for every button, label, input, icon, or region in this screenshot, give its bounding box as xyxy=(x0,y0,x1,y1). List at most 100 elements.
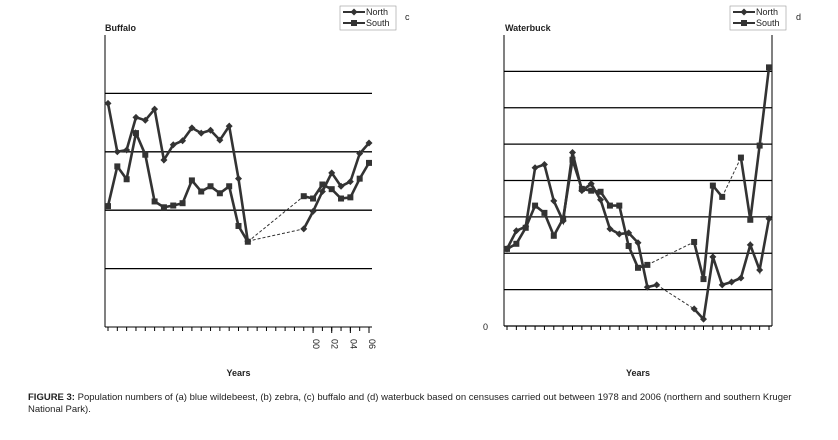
data-point xyxy=(170,202,177,209)
data-point xyxy=(197,129,205,137)
data-point xyxy=(691,238,698,245)
data-point xyxy=(653,281,661,289)
gap-connector xyxy=(247,195,305,243)
data-point xyxy=(765,215,773,223)
data-point xyxy=(337,182,345,190)
data-point xyxy=(541,209,548,216)
legend-label: North xyxy=(366,7,388,17)
data-point xyxy=(328,169,336,177)
legend-marker xyxy=(741,20,747,26)
chart-title: Waterbuck xyxy=(505,23,552,33)
legend-box xyxy=(339,5,397,31)
data-point xyxy=(635,264,641,271)
data-point xyxy=(569,148,576,156)
data-point xyxy=(719,193,726,200)
data-point xyxy=(569,156,576,163)
data-point xyxy=(346,178,354,186)
data-point xyxy=(709,253,717,261)
data-point xyxy=(700,276,707,283)
data-point xyxy=(169,141,177,149)
data-point xyxy=(132,130,139,137)
data-point xyxy=(690,305,698,313)
series-line xyxy=(106,103,370,242)
series-line xyxy=(506,67,771,280)
data-point xyxy=(746,241,754,249)
legend-marker xyxy=(350,8,358,16)
data-point xyxy=(216,190,223,197)
data-point xyxy=(309,207,317,215)
data-point xyxy=(366,159,372,166)
data-point xyxy=(235,175,242,183)
data-point xyxy=(588,187,595,194)
data-point xyxy=(578,185,585,192)
data-point xyxy=(550,232,557,239)
data-point xyxy=(560,215,567,222)
data-point xyxy=(597,188,604,195)
caption-label: FIGURE 3: xyxy=(28,392,75,403)
data-point xyxy=(179,137,187,145)
data-point xyxy=(216,136,224,144)
x-tick-label: 00 xyxy=(311,339,321,349)
data-point xyxy=(700,315,707,323)
data-point xyxy=(105,203,111,210)
data-point xyxy=(310,195,317,202)
legend-label: South xyxy=(366,18,390,28)
gap-connector xyxy=(721,157,742,198)
data-point xyxy=(356,175,363,182)
data-point xyxy=(179,200,186,207)
data-point xyxy=(365,139,373,147)
data-point xyxy=(160,156,168,164)
data-point xyxy=(587,180,595,188)
data-point xyxy=(615,230,623,238)
legend-box xyxy=(729,5,787,31)
data-point xyxy=(300,193,307,200)
data-point xyxy=(532,202,539,209)
data-point xyxy=(643,283,651,291)
data-point xyxy=(244,238,251,245)
data-point xyxy=(512,227,520,235)
data-point xyxy=(188,177,195,184)
gap-connector xyxy=(656,284,695,310)
data-point xyxy=(709,182,716,189)
data-point xyxy=(625,242,632,249)
data-point xyxy=(114,163,121,170)
data-point xyxy=(151,105,159,113)
data-point xyxy=(207,126,215,134)
data-point xyxy=(300,225,308,233)
data-point xyxy=(737,274,745,282)
panel-letter: d xyxy=(796,12,801,22)
legend-label: North xyxy=(756,7,778,17)
data-point xyxy=(766,64,772,71)
data-point xyxy=(123,176,130,183)
data-point xyxy=(132,113,140,121)
legend-marker xyxy=(740,8,748,16)
data-point xyxy=(225,122,233,130)
data-point xyxy=(504,245,510,252)
data-point xyxy=(513,240,520,247)
data-point xyxy=(318,188,326,196)
data-point xyxy=(747,216,754,223)
caption: FIGURE 3: Population numbers of (a) blue… xyxy=(28,392,814,416)
data-point xyxy=(616,202,623,209)
y-tick-label: 0 xyxy=(483,322,488,332)
x-axis-label: Years xyxy=(626,368,650,378)
data-point xyxy=(606,225,614,233)
data-point xyxy=(338,195,345,202)
data-point xyxy=(226,183,233,190)
data-point xyxy=(728,278,736,286)
data-point xyxy=(123,146,131,154)
x-axis-label: Years xyxy=(226,368,250,378)
data-point xyxy=(151,198,158,205)
legend-marker xyxy=(351,20,357,26)
data-point xyxy=(113,148,121,156)
data-point xyxy=(160,204,167,211)
data-point xyxy=(644,261,651,268)
data-point xyxy=(347,194,354,201)
data-point xyxy=(634,239,642,247)
panel-letter: c xyxy=(405,12,410,22)
data-point xyxy=(737,154,744,161)
data-point xyxy=(235,222,242,229)
data-point xyxy=(606,202,613,209)
data-point xyxy=(142,151,149,158)
x-tick-label: 06 xyxy=(367,339,377,349)
